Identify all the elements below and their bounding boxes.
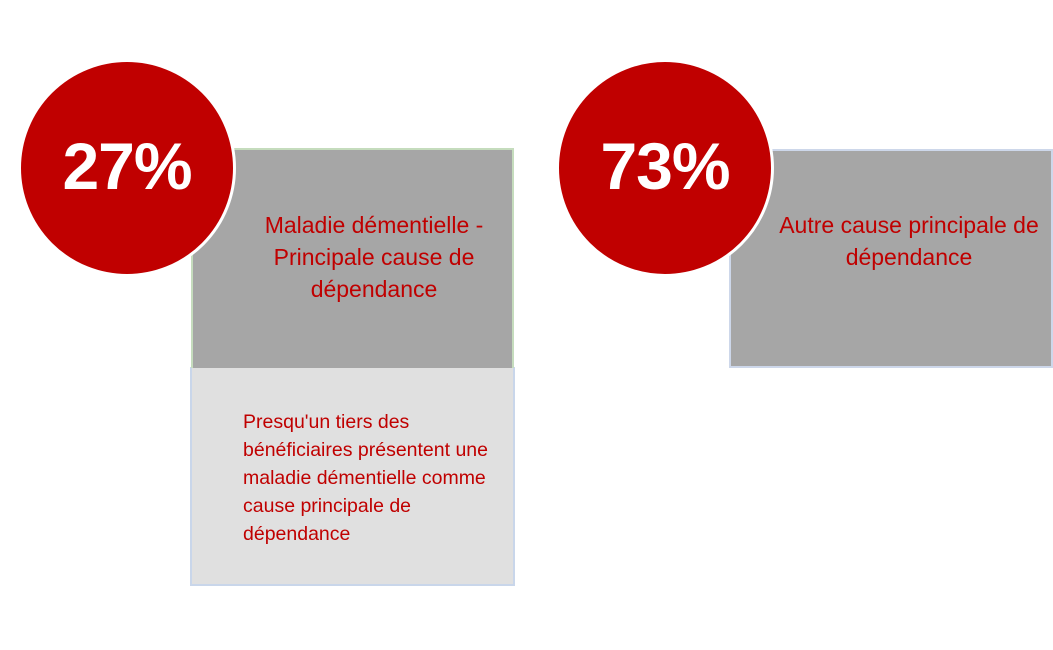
percent-value-left: 27% [62, 129, 192, 203]
left-heading-box [191, 148, 514, 368]
percent-circle-right: 73% [556, 59, 774, 277]
left-description: Presqu'un tiers des bénéficiaires présen… [243, 411, 488, 545]
percent-circle-left: 27% [18, 59, 236, 277]
left-description-box [190, 367, 515, 586]
right-heading: Autre cause principale de dépendance [779, 212, 1039, 270]
left-heading: Maladie démentielle - Principale cause d… [264, 212, 484, 302]
right-heading-box [729, 149, 1053, 368]
percent-value-right: 73% [600, 129, 730, 203]
